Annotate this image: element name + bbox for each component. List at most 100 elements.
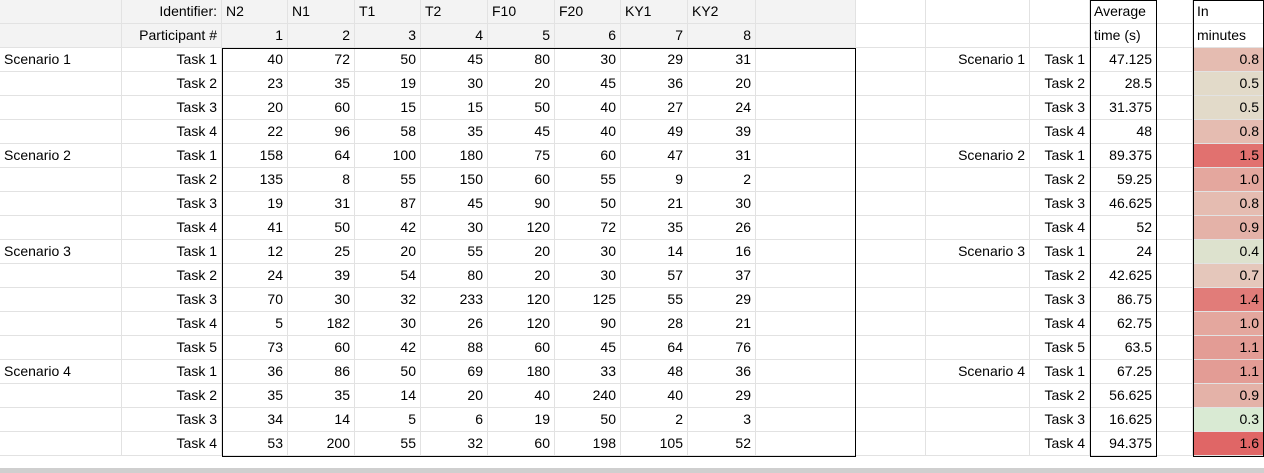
time-value-cell[interactable]: 39 (288, 264, 355, 288)
identifier-cell[interactable]: KY1 (621, 0, 688, 24)
scenario-cell[interactable] (0, 216, 122, 240)
empty-cell[interactable] (856, 168, 926, 192)
empty-cell[interactable] (856, 408, 926, 432)
time-value-cell[interactable]: 100 (355, 144, 421, 168)
summary-scenario-cell[interactable] (926, 432, 1030, 456)
time-value-cell[interactable]: 50 (288, 216, 355, 240)
header-cell[interactable] (0, 24, 122, 48)
empty-cell[interactable] (756, 120, 856, 144)
time-value-cell[interactable]: 40 (555, 120, 621, 144)
time-value-cell[interactable]: 30 (421, 72, 488, 96)
task-cell[interactable]: Task 1 (122, 360, 222, 384)
time-value-cell[interactable]: 42 (355, 216, 421, 240)
empty-cell[interactable] (756, 168, 856, 192)
average-time-cell[interactable]: 63.5 (1090, 336, 1157, 360)
summary-scenario-cell[interactable] (926, 264, 1030, 288)
time-value-cell[interactable]: 31 (688, 144, 756, 168)
time-value-cell[interactable]: 40 (488, 384, 555, 408)
task-cell[interactable]: Task 2 (122, 264, 222, 288)
average-time-cell[interactable]: 47.125 (1090, 48, 1157, 72)
minutes-cell[interactable]: 1.1 (1193, 336, 1264, 360)
time-value-cell[interactable]: 55 (421, 240, 488, 264)
time-value-cell[interactable]: 40 (555, 96, 621, 120)
header-cell[interactable] (856, 0, 926, 24)
scenario-cell[interactable] (0, 96, 122, 120)
time-value-cell[interactable]: 36 (688, 360, 756, 384)
task-cell[interactable]: Task 2 (122, 384, 222, 408)
time-value-cell[interactable]: 120 (488, 312, 555, 336)
time-value-cell[interactable]: 50 (555, 192, 621, 216)
time-value-cell[interactable]: 73 (222, 336, 288, 360)
time-value-cell[interactable]: 135 (222, 168, 288, 192)
empty-cell[interactable] (856, 96, 926, 120)
scenario-cell[interactable] (0, 168, 122, 192)
empty-cell[interactable] (1157, 216, 1193, 240)
time-value-cell[interactable]: 35 (288, 384, 355, 408)
time-value-cell[interactable]: 42 (355, 336, 421, 360)
time-value-cell[interactable]: 70 (222, 288, 288, 312)
average-header-1[interactable]: Average (1090, 0, 1157, 24)
time-value-cell[interactable]: 35 (222, 384, 288, 408)
participant-number-cell[interactable]: 2 (288, 24, 355, 48)
time-value-cell[interactable]: 55 (355, 168, 421, 192)
scenario-cell[interactable] (0, 264, 122, 288)
empty-cell[interactable] (856, 336, 926, 360)
average-time-cell[interactable]: 42.625 (1090, 264, 1157, 288)
time-value-cell[interactable]: 24 (222, 264, 288, 288)
summary-task-cell[interactable]: Task 3 (1030, 408, 1090, 432)
time-value-cell[interactable]: 22 (222, 120, 288, 144)
minutes-cell[interactable]: 1.4 (1193, 288, 1264, 312)
time-value-cell[interactable]: 57 (621, 264, 688, 288)
empty-cell[interactable] (756, 360, 856, 384)
empty-cell[interactable] (756, 240, 856, 264)
header-cell[interactable] (926, 24, 1030, 48)
empty-cell[interactable] (856, 432, 926, 456)
empty-cell[interactable] (856, 120, 926, 144)
scenario-cell[interactable] (0, 336, 122, 360)
time-value-cell[interactable]: 45 (488, 120, 555, 144)
time-value-cell[interactable]: 90 (488, 192, 555, 216)
empty-cell[interactable] (1157, 312, 1193, 336)
empty-cell[interactable] (1157, 288, 1193, 312)
time-value-cell[interactable]: 20 (488, 240, 555, 264)
empty-cell[interactable] (856, 144, 926, 168)
summary-task-cell[interactable]: Task 4 (1030, 120, 1090, 144)
task-cell[interactable]: Task 3 (122, 192, 222, 216)
time-value-cell[interactable]: 64 (288, 144, 355, 168)
time-value-cell[interactable]: 50 (488, 96, 555, 120)
time-value-cell[interactable]: 41 (222, 216, 288, 240)
time-value-cell[interactable]: 20 (421, 384, 488, 408)
minutes-cell[interactable]: 0.9 (1193, 384, 1264, 408)
task-cell[interactable]: Task 1 (122, 144, 222, 168)
time-value-cell[interactable]: 9 (621, 168, 688, 192)
task-cell[interactable]: Task 2 (122, 72, 222, 96)
time-value-cell[interactable]: 49 (621, 120, 688, 144)
empty-cell[interactable] (856, 216, 926, 240)
time-value-cell[interactable]: 105 (621, 432, 688, 456)
time-value-cell[interactable]: 35 (288, 72, 355, 96)
task-cell[interactable]: Task 3 (122, 288, 222, 312)
empty-cell[interactable] (1157, 96, 1193, 120)
time-value-cell[interactable]: 30 (288, 288, 355, 312)
summary-task-cell[interactable]: Task 2 (1030, 72, 1090, 96)
scenario-cell[interactable]: Scenario 1 (0, 48, 122, 72)
time-value-cell[interactable]: 30 (555, 240, 621, 264)
empty-cell[interactable] (1157, 384, 1193, 408)
time-value-cell[interactable]: 19 (355, 72, 421, 96)
time-value-cell[interactable]: 158 (222, 144, 288, 168)
participant-number-cell[interactable]: 8 (688, 24, 756, 48)
time-value-cell[interactable]: 29 (688, 384, 756, 408)
scenario-cell[interactable] (0, 72, 122, 96)
time-value-cell[interactable]: 30 (555, 48, 621, 72)
header-cell[interactable] (756, 24, 856, 48)
summary-scenario-cell[interactable] (926, 216, 1030, 240)
scenario-cell[interactable] (0, 120, 122, 144)
empty-cell[interactable] (1157, 120, 1193, 144)
minutes-cell[interactable]: 0.7 (1193, 264, 1264, 288)
header-cell[interactable] (926, 0, 1030, 24)
time-value-cell[interactable]: 20 (688, 72, 756, 96)
time-value-cell[interactable]: 36 (621, 72, 688, 96)
time-value-cell[interactable]: 48 (621, 360, 688, 384)
average-time-cell[interactable]: 59.25 (1090, 168, 1157, 192)
time-value-cell[interactable]: 45 (421, 192, 488, 216)
